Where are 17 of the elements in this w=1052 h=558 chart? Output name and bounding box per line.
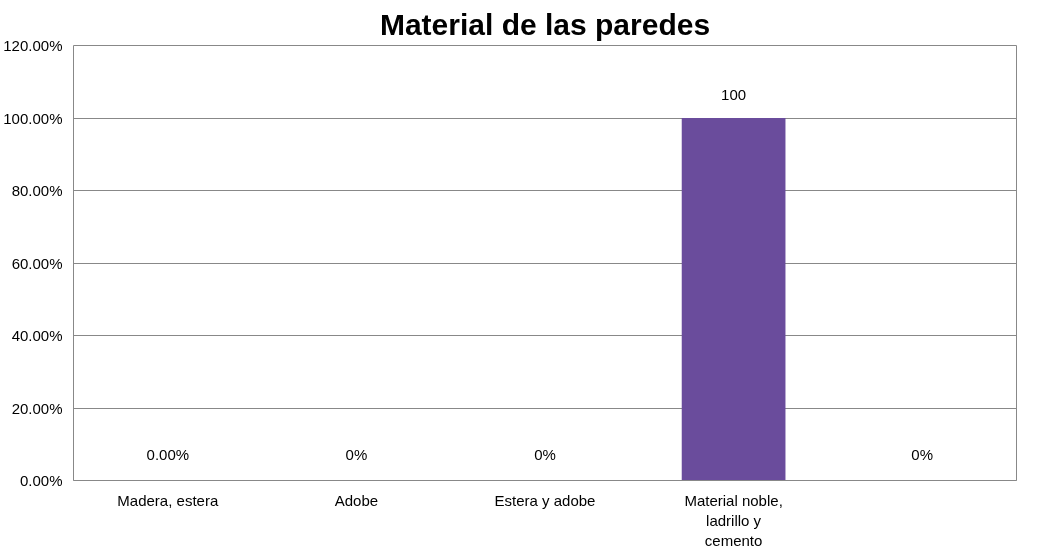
data-label: 0% bbox=[534, 445, 556, 463]
y-tick-label: 100.00% bbox=[3, 109, 63, 127]
y-tick-label: 80.00% bbox=[11, 182, 63, 199]
x-tick-label: Estera y adobe bbox=[494, 491, 596, 509]
x-tick-label: Material noble, ladrillo y cemento bbox=[684, 491, 783, 550]
x-tick-label: Madera, estera bbox=[117, 491, 219, 509]
data-label: 100 bbox=[721, 86, 747, 103]
data-label: 0% bbox=[345, 445, 368, 463]
y-tick-label: 60.00% bbox=[11, 254, 63, 272]
data-label: 0.00% bbox=[146, 445, 190, 463]
y-tick-label: 20.00% bbox=[11, 399, 63, 417]
data-label: 0% bbox=[911, 445, 934, 463]
y-tick-label: 120.00% bbox=[3, 37, 63, 54]
x-tick-label: Adobe bbox=[334, 491, 379, 509]
y-tick-label: 0.00% bbox=[19, 472, 63, 489]
chart-title: Material de las paredes bbox=[379, 7, 711, 41]
y-tick-label: 40.00% bbox=[11, 327, 63, 344]
